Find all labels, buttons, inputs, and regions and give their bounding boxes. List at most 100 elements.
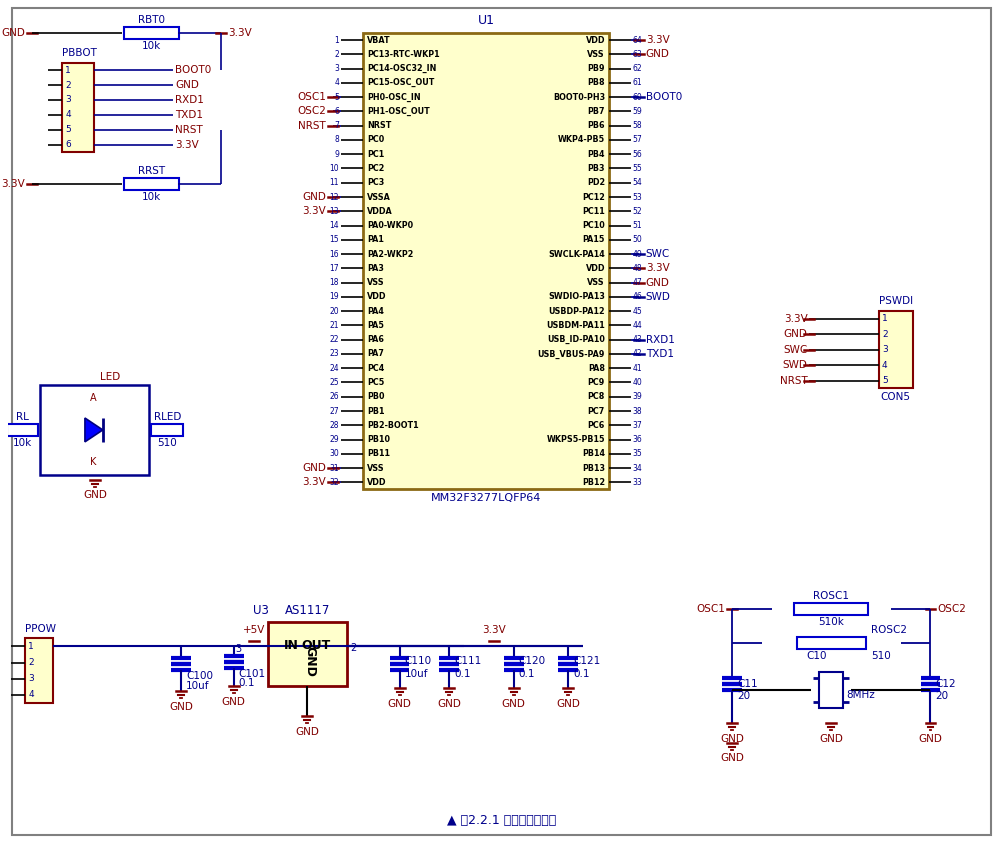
Text: 31: 31 [330, 464, 339, 473]
Text: OSC1: OSC1 [696, 604, 725, 614]
Text: 3: 3 [236, 644, 242, 654]
Text: 14: 14 [330, 221, 339, 230]
Text: PA6: PA6 [367, 336, 383, 344]
Text: 0.1: 0.1 [574, 669, 590, 679]
Text: VDD: VDD [586, 35, 605, 45]
Text: 10uf: 10uf [186, 681, 210, 691]
Text: 9: 9 [334, 150, 339, 158]
Text: PC7: PC7 [588, 406, 605, 416]
Bar [62, 62, 94, 152]
Text: 3.3V: 3.3V [784, 314, 808, 324]
Text: NRST: NRST [780, 375, 808, 385]
Text: 3: 3 [65, 95, 71, 105]
Text: PC0: PC0 [367, 136, 384, 144]
Text: K: K [90, 457, 96, 467]
Text: GND: GND [387, 699, 411, 709]
Text: PB0: PB0 [367, 392, 384, 401]
Text: PB9: PB9 [588, 64, 605, 73]
Bar [268, 621, 347, 686]
Text: NRST: NRST [175, 125, 203, 135]
Text: NRST: NRST [367, 121, 391, 130]
Text: 23: 23 [330, 350, 339, 358]
Text: 45: 45 [632, 307, 642, 315]
Text: PA3: PA3 [367, 264, 383, 273]
Text: 10uf: 10uf [404, 669, 428, 679]
Text: 52: 52 [632, 207, 642, 216]
Text: ▲ 图2.2.1 测试电路原理图: ▲ 图2.2.1 测试电路原理图 [447, 813, 557, 827]
Text: PPOW: PPOW [25, 625, 57, 635]
Text: 22: 22 [330, 336, 339, 344]
Text: +5V: +5V [242, 625, 265, 635]
Text: PA5: PA5 [367, 321, 383, 330]
Text: 1: 1 [335, 35, 339, 45]
Text: C120: C120 [519, 657, 546, 666]
Text: PB8: PB8 [588, 78, 605, 88]
Text: 10k: 10k [141, 41, 161, 51]
Text: PC3: PC3 [367, 178, 384, 187]
Text: 20: 20 [737, 691, 750, 701]
Text: GND: GND [502, 699, 526, 709]
Text: 4: 4 [65, 110, 71, 120]
Text: C10: C10 [806, 652, 827, 661]
Text: BOOT0: BOOT0 [175, 65, 211, 75]
Text: 43: 43 [632, 336, 642, 344]
Text: 510: 510 [157, 438, 177, 448]
Text: PA15: PA15 [583, 235, 605, 244]
Text: 3: 3 [881, 345, 887, 354]
Text: 26: 26 [330, 392, 339, 401]
Text: GND: GND [720, 733, 744, 744]
Bar [794, 603, 869, 615]
Text: 36: 36 [632, 435, 642, 444]
Text: 30: 30 [330, 449, 339, 459]
Text: 510: 510 [871, 652, 890, 661]
Text: GND: GND [175, 80, 199, 90]
Bar [878, 311, 912, 389]
Text: 3: 3 [28, 674, 34, 683]
Text: PB14: PB14 [582, 449, 605, 459]
Text: 29: 29 [330, 435, 339, 444]
Text: 6: 6 [65, 140, 71, 149]
Bar [124, 179, 178, 191]
Text: 54: 54 [632, 178, 642, 187]
Text: PC15-OSC_OUT: PC15-OSC_OUT [367, 78, 434, 88]
Text: GND: GND [302, 463, 326, 473]
Text: 17: 17 [330, 264, 339, 273]
Text: 59: 59 [632, 107, 642, 116]
Text: VSSA: VSSA [367, 192, 390, 201]
Text: VDDA: VDDA [367, 207, 392, 216]
Text: PA8: PA8 [588, 363, 605, 373]
Text: GND: GND [83, 491, 107, 501]
Text: 37: 37 [632, 421, 642, 430]
Bar [151, 424, 183, 436]
Text: 19: 19 [330, 293, 339, 302]
Text: PC11: PC11 [583, 207, 605, 216]
Bar [797, 637, 866, 649]
Text: C121: C121 [574, 657, 601, 666]
Text: 58: 58 [632, 121, 642, 130]
Text: PC5: PC5 [367, 378, 384, 387]
Text: SWD: SWD [783, 360, 808, 370]
Text: 39: 39 [632, 392, 642, 401]
Text: U3: U3 [253, 604, 269, 616]
Text: SWDIO-PA13: SWDIO-PA13 [548, 293, 605, 302]
Text: TXD1: TXD1 [175, 110, 203, 120]
Text: 16: 16 [330, 250, 339, 259]
Text: GND: GND [169, 702, 193, 712]
Text: 13: 13 [330, 207, 339, 216]
Text: PB6: PB6 [588, 121, 605, 130]
Text: PA7: PA7 [367, 350, 383, 358]
Text: 20: 20 [935, 691, 948, 701]
Text: 10k: 10k [13, 438, 32, 448]
Text: 0.1: 0.1 [239, 678, 255, 688]
Text: SWC: SWC [783, 345, 808, 355]
Text: PB12: PB12 [582, 478, 605, 487]
Text: GND: GND [2, 28, 25, 38]
Text: 1: 1 [65, 66, 71, 75]
Text: PH0-OSC_IN: PH0-OSC_IN [367, 93, 420, 102]
Text: C12: C12 [935, 679, 956, 689]
Text: OSC2: OSC2 [937, 604, 966, 614]
Text: 25: 25 [330, 378, 339, 387]
Text: 510k: 510k [819, 616, 845, 626]
Text: 5: 5 [334, 93, 339, 102]
Text: VSS: VSS [588, 278, 605, 287]
